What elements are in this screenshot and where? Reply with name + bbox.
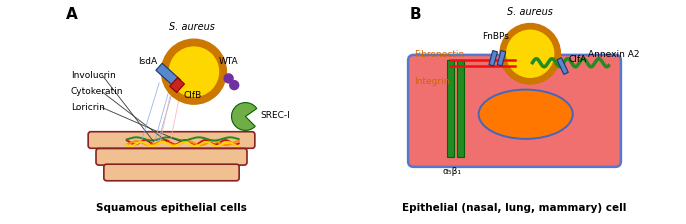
Text: S. aureus: S. aureus bbox=[169, 22, 215, 32]
Ellipse shape bbox=[479, 90, 573, 139]
Circle shape bbox=[161, 39, 226, 104]
Text: Cytokeratin: Cytokeratin bbox=[71, 87, 123, 96]
Circle shape bbox=[169, 47, 219, 96]
Text: α₅β₁: α₅β₁ bbox=[442, 167, 462, 176]
Text: FnBPs: FnBPs bbox=[482, 32, 509, 41]
Text: Annexin A2: Annexin A2 bbox=[589, 50, 640, 59]
Text: ClfA: ClfA bbox=[568, 55, 587, 64]
Polygon shape bbox=[169, 78, 185, 93]
FancyBboxPatch shape bbox=[408, 55, 621, 167]
Polygon shape bbox=[489, 51, 497, 66]
Circle shape bbox=[507, 30, 554, 77]
Text: Loricrin: Loricrin bbox=[71, 103, 104, 112]
Text: B: B bbox=[410, 7, 421, 22]
Text: Involucrin: Involucrin bbox=[71, 71, 115, 80]
FancyBboxPatch shape bbox=[96, 149, 247, 165]
Circle shape bbox=[230, 81, 239, 90]
Circle shape bbox=[224, 74, 233, 83]
Text: S. aureus: S. aureus bbox=[507, 7, 553, 17]
Circle shape bbox=[500, 24, 560, 84]
FancyBboxPatch shape bbox=[104, 164, 239, 181]
FancyBboxPatch shape bbox=[458, 60, 464, 157]
Text: Integrin: Integrin bbox=[414, 77, 449, 86]
Text: IsdA: IsdA bbox=[138, 57, 157, 66]
Text: Fibronectin: Fibronectin bbox=[414, 50, 464, 59]
Text: WTA: WTA bbox=[219, 57, 239, 66]
Text: ClfB: ClfB bbox=[184, 91, 202, 100]
FancyBboxPatch shape bbox=[447, 60, 454, 157]
Text: Epithelial (nasal, lung, mammary) cell: Epithelial (nasal, lung, mammary) cell bbox=[402, 203, 627, 213]
FancyBboxPatch shape bbox=[88, 132, 255, 148]
Wedge shape bbox=[232, 103, 257, 130]
Text: A: A bbox=[67, 7, 78, 22]
Polygon shape bbox=[156, 63, 180, 87]
Text: Squamous epithelial cells: Squamous epithelial cells bbox=[96, 203, 247, 213]
Text: SREC-I: SREC-I bbox=[261, 111, 290, 120]
Polygon shape bbox=[497, 51, 506, 66]
Polygon shape bbox=[557, 58, 568, 74]
